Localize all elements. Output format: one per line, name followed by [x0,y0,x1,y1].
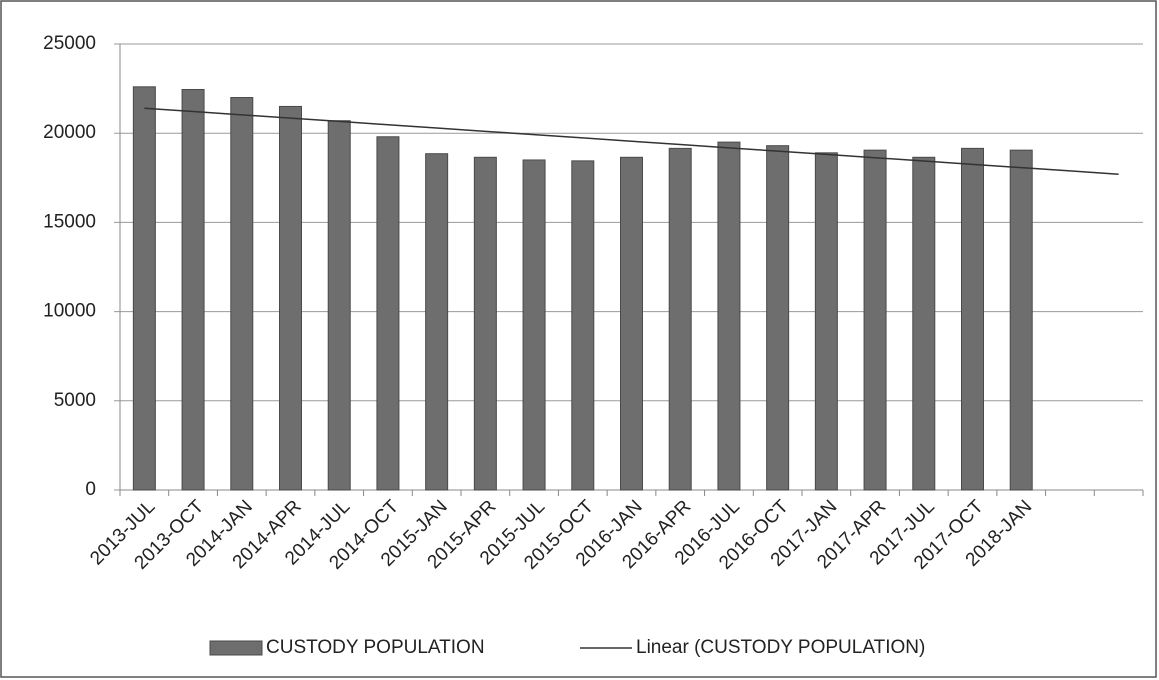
bar [620,156,643,491]
bar [279,105,302,491]
bar [961,147,984,491]
legend-label: Linear (CUSTODY POPULATION) [636,637,925,658]
y-tick-label: 15000 [43,211,96,232]
bar [473,156,497,491]
bar [1009,149,1033,491]
bar [327,120,351,491]
bar [571,160,595,491]
y-tick-label: 25000 [43,33,96,54]
y-tick-label: 10000 [43,301,96,322]
bar [912,156,936,491]
legend-swatch [209,640,263,656]
legend-label: CUSTODY POPULATION [266,637,485,658]
bar [863,149,887,491]
bar [376,136,400,491]
bar [132,86,156,491]
bar [425,153,449,491]
bar [717,141,741,491]
y-tick-label: 0 [85,479,96,500]
y-tick-label: 5000 [54,390,96,411]
y-tick-label: 20000 [43,122,96,143]
bar [522,159,546,491]
bar [668,147,692,491]
bar [766,145,790,491]
trend-line [144,107,1119,175]
bar [181,88,205,491]
bar [814,152,838,491]
bar [230,97,254,491]
